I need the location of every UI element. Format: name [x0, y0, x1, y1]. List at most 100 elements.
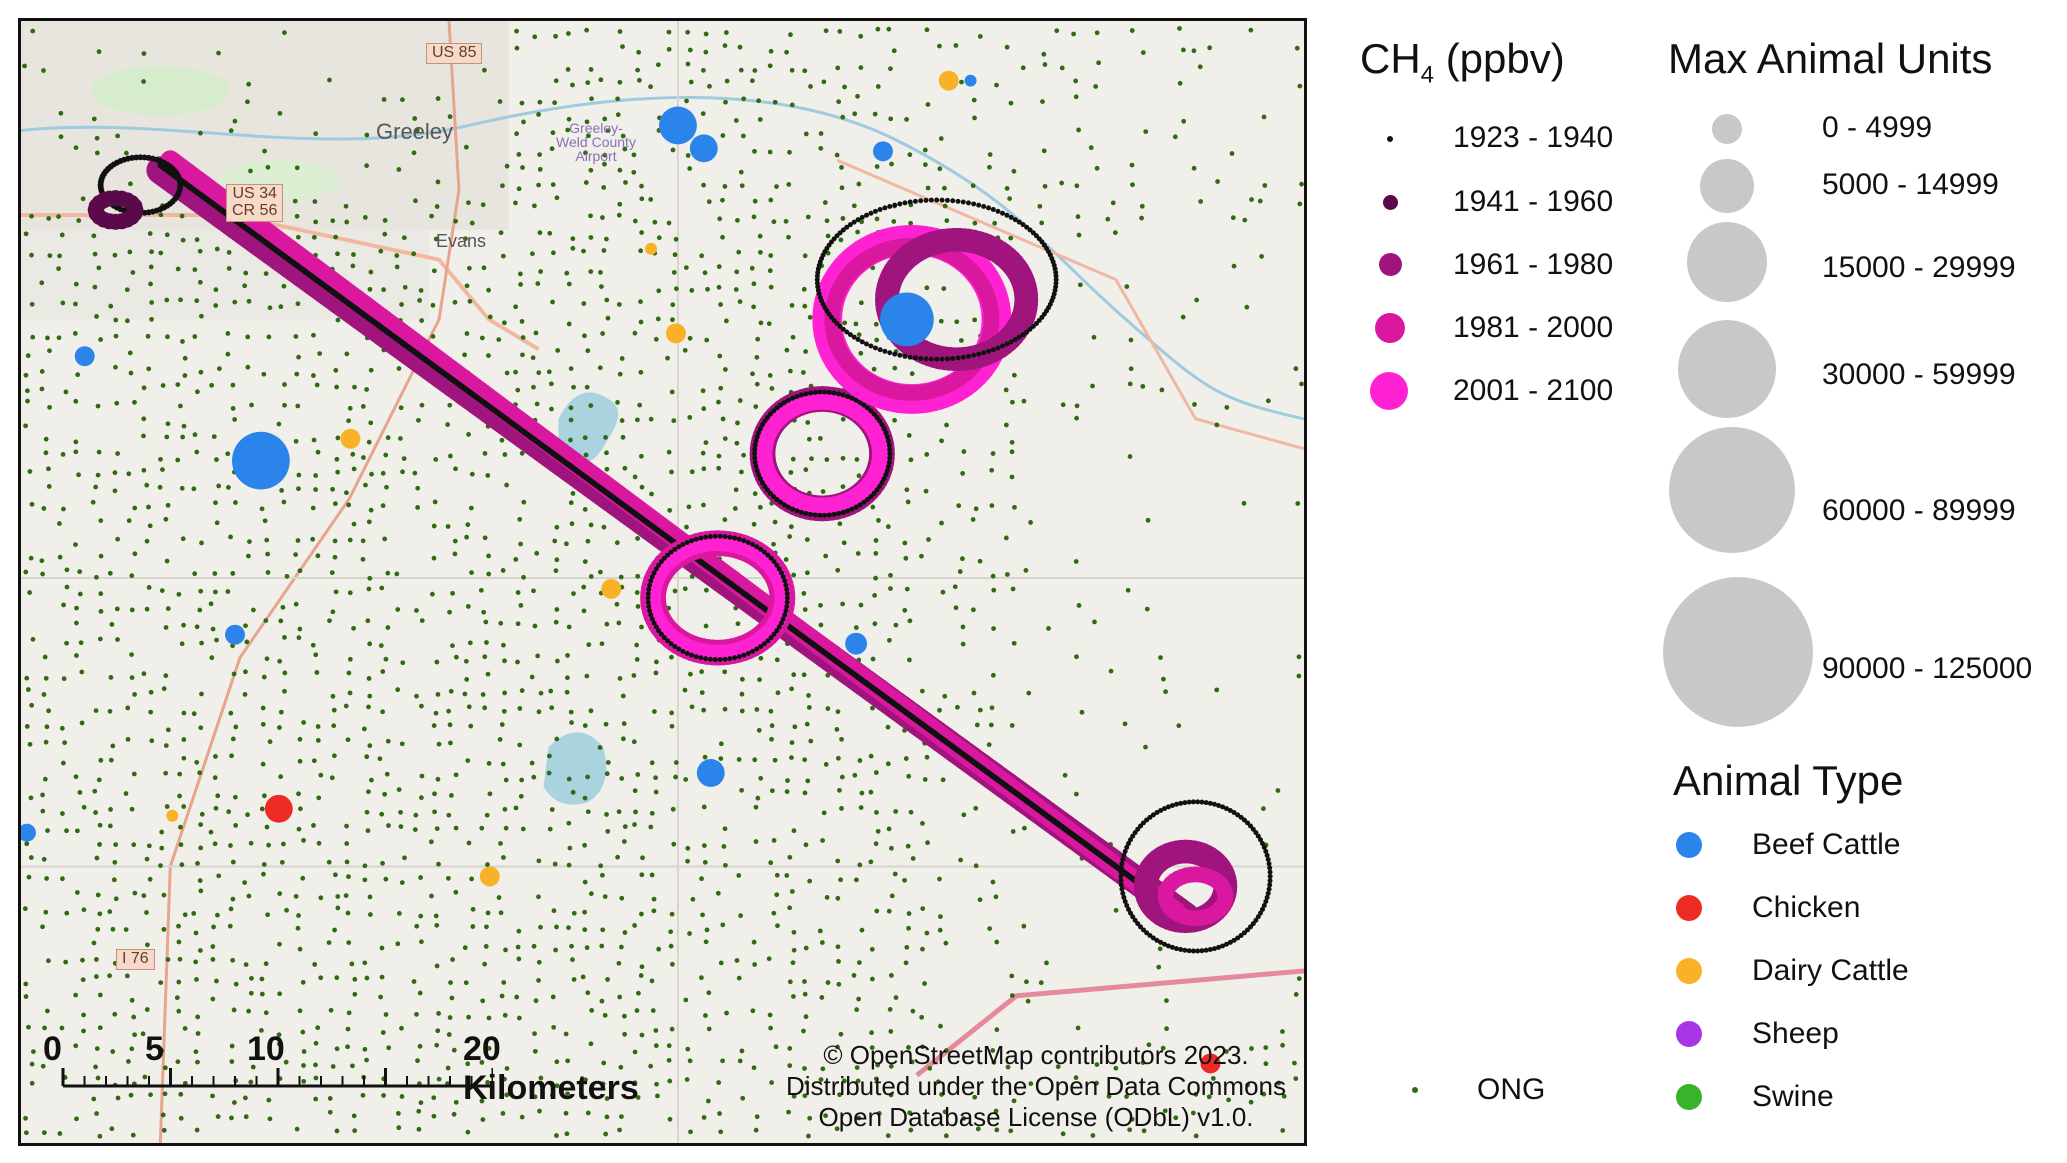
- ong-well-dot: [701, 67, 706, 73]
- ong-well-dot: [208, 829, 214, 835]
- ong-well-dot: [297, 946, 303, 952]
- ong-well-dot: [924, 754, 930, 760]
- animal-facility[interactable]: [665, 323, 686, 344]
- ch4-track-point: [1135, 921, 1141, 927]
- ong-well-dot: [908, 457, 914, 463]
- ong-well-dot: [446, 708, 452, 714]
- ong-well-dot: [803, 467, 809, 473]
- ong-well-dot: [749, 78, 755, 84]
- ong-well-dot: [738, 67, 744, 73]
- ong-well-dot: [622, 930, 628, 935]
- ong-well-dot: [961, 1116, 966, 1121]
- ong-well-dot: [449, 793, 454, 798]
- animal-facility[interactable]: [845, 632, 868, 655]
- animal-facility[interactable]: [232, 431, 290, 490]
- ong-well-dot: [74, 1116, 79, 1122]
- ong-well-dot: [108, 757, 114, 763]
- ong-well-dot: [1140, 50, 1146, 55]
- ong-well-dot: [382, 791, 388, 797]
- ch4-track-point: [1004, 341, 1010, 347]
- ong-well-dot: [113, 317, 119, 323]
- ong-well-dot: [768, 284, 774, 290]
- ong-well-dot: [768, 197, 774, 203]
- ch4-track-point: [877, 418, 883, 424]
- animal-facility[interactable]: [938, 70, 959, 91]
- ch4-track-point: [1130, 833, 1136, 839]
- ch4-track-point: [648, 578, 654, 584]
- ong-well-dot: [564, 1131, 570, 1137]
- ong-well-dot: [74, 828, 80, 834]
- ong-well-dot: [141, 893, 147, 899]
- ong-well-dot: [874, 1076, 879, 1082]
- ong-well-dot: [40, 808, 46, 814]
- ong-well-dot: [501, 708, 507, 714]
- animal-facility[interactable]: [601, 579, 622, 599]
- ong-well-dot: [74, 653, 79, 658]
- ong-well-dot: [96, 265, 102, 271]
- ong-well-dot: [73, 301, 78, 307]
- animal-facility[interactable]: [225, 624, 245, 645]
- ong-well-dot: [77, 591, 83, 597]
- ch4-track-point: [722, 534, 728, 540]
- ong-well-dot: [132, 505, 138, 511]
- ong-well-dot: [807, 1115, 813, 1121]
- ong-well-dot: [382, 536, 388, 542]
- animal-facility[interactable]: [264, 794, 293, 823]
- ong-well-dot: [564, 541, 569, 547]
- ch4-track-point: [1122, 899, 1128, 904]
- ch4-track-point: [849, 506, 855, 512]
- ong-well-dot: [96, 449, 102, 455]
- ong-well-dot: [925, 840, 930, 846]
- ong-well-dot: [546, 770, 552, 776]
- ch4-track-point: [881, 426, 887, 432]
- animal-facility[interactable]: [689, 134, 718, 163]
- ong-well-dot: [649, 872, 655, 878]
- animal-facility[interactable]: [879, 292, 934, 347]
- animal-facility[interactable]: [645, 242, 658, 255]
- ong-well-dot: [259, 806, 265, 812]
- ch4-track-point: [883, 472, 889, 478]
- ch4-track-point: [684, 539, 690, 545]
- ong-well-dot: [1094, 1080, 1100, 1086]
- ong-well-dot: [632, 218, 638, 224]
- animal-facility[interactable]: [166, 809, 179, 822]
- ong-well-dot: [535, 653, 541, 659]
- ong-well-dot: [1073, 791, 1079, 797]
- ong-well-dot: [1146, 1042, 1152, 1048]
- ong-well-dot: [293, 334, 299, 339]
- ong-well-dot: [582, 333, 587, 339]
- ong-well-dot: [808, 84, 813, 89]
- ong-well-dot: [685, 845, 691, 851]
- ong-well-dot: [432, 499, 438, 505]
- ong-well-dot: [463, 980, 469, 986]
- animal-facility[interactable]: [873, 141, 893, 162]
- ong-well-dot: [450, 643, 455, 649]
- ong-well-dot: [312, 199, 318, 204]
- ong-well-dot: [81, 907, 87, 913]
- ong-well-dot: [352, 991, 358, 997]
- map-panel[interactable]: Greeley Evans Greeley-Weld County Airpor…: [18, 18, 1307, 1146]
- ong-well-dot: [891, 48, 897, 54]
- animal-facility[interactable]: [340, 428, 361, 449]
- ch4-track-point: [646, 604, 652, 609]
- animal-facility[interactable]: [21, 823, 36, 842]
- ong-well-dot: [92, 284, 98, 290]
- animal-facility[interactable]: [1200, 1053, 1221, 1074]
- ong-well-dot: [919, 688, 925, 694]
- ong-well-dot: [198, 130, 203, 136]
- ong-well-dot: [1008, 235, 1014, 241]
- ch4-track-point: [1235, 812, 1241, 818]
- ong-well-dot: [632, 923, 637, 928]
- animal-facility[interactable]: [479, 866, 500, 887]
- ch4-track-point: [774, 628, 780, 634]
- animal-facility[interactable]: [659, 106, 697, 145]
- ong-well-dot: [783, 218, 789, 224]
- animal-facility[interactable]: [964, 74, 977, 87]
- ong-well-dot: [586, 133, 591, 139]
- animal-facility[interactable]: [74, 346, 95, 367]
- animal-facility[interactable]: [696, 759, 725, 787]
- ong-well-dot: [243, 270, 249, 276]
- ong-well-dot: [1176, 723, 1182, 729]
- ong-well-dot: [164, 297, 170, 303]
- ong-well-dot: [703, 587, 709, 593]
